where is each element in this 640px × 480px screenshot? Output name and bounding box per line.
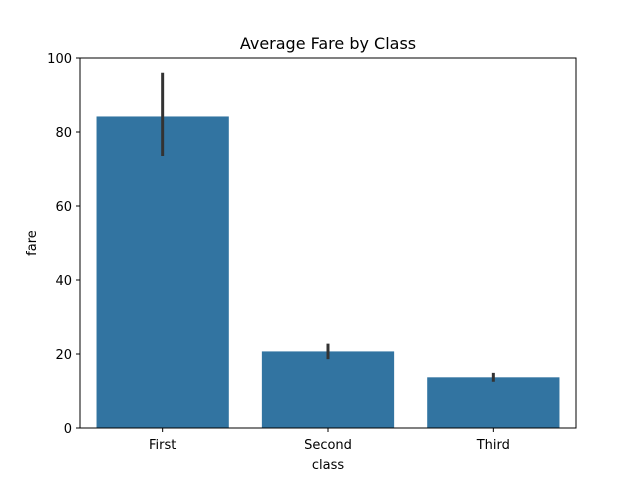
bar-first [96, 116, 229, 429]
y-axis-label: fare [25, 230, 40, 256]
x-tick-label: Second [304, 438, 352, 453]
bars-layer [96, 116, 560, 429]
y-tick-label: 80 [55, 126, 72, 141]
x-axis: First Second Third [149, 428, 510, 453]
bar-second [261, 351, 395, 428]
y-tick-label: 40 [55, 274, 72, 289]
x-tick-label: First [149, 438, 176, 453]
y-tick-label: 0 [64, 422, 72, 437]
bar-third [427, 377, 560, 428]
x-tick-label: Third [476, 438, 510, 453]
chart-title: Average Fare by Class [240, 34, 416, 53]
x-axis-label: class [312, 458, 344, 473]
errorbars-layer [161, 72, 495, 382]
y-tick-label: 20 [55, 348, 72, 363]
y-tick-label: 60 [55, 200, 72, 215]
y-axis: 0 20 40 60 80 100 [47, 52, 80, 437]
y-tick-label: 100 [47, 52, 72, 67]
